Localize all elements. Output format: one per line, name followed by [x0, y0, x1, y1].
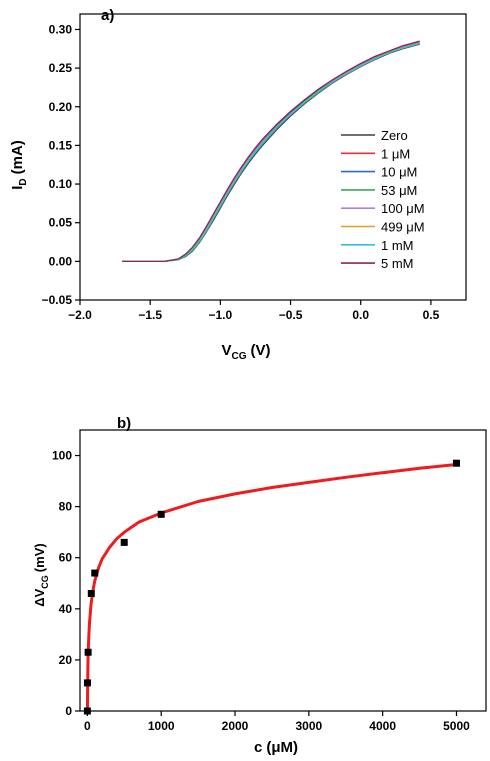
y-tick-label: 0.10 [49, 177, 73, 191]
x-tick-label: 0.0 [352, 308, 369, 322]
data-point [120, 538, 128, 546]
fit-curve [85, 463, 457, 712]
x-tick-label: 0.5 [423, 308, 440, 322]
series-line [122, 42, 420, 263]
y-tick-label: 0.05 [49, 216, 73, 230]
data-point [83, 679, 91, 687]
y-tick-label: 0.20 [49, 100, 73, 114]
panel-a-series [122, 40, 420, 263]
data-point [452, 459, 460, 467]
panel-b-chart: b) 0 1000 2000 3000 4000 5000 0 20 40 60 80 100 c(… [32, 415, 487, 756]
panel-b-frame [79, 429, 487, 712]
y-tick-label: 60 [59, 551, 73, 565]
y-tick-label: 40 [59, 602, 73, 616]
y-tick-label: 0.00 [49, 254, 73, 268]
x-tick-label: 3000 [295, 719, 322, 733]
x-tick-label: 0 [84, 719, 91, 733]
y-tick-label: 80 [59, 500, 73, 514]
series-line [122, 41, 420, 263]
legend-entry: 5 mM [381, 256, 414, 271]
legend-entry: 100 μM [381, 201, 425, 216]
x-tick-label: −1.5 [138, 308, 162, 322]
x-tick-label: 1000 [148, 719, 175, 733]
series-line [122, 42, 420, 263]
legend-entry: 1 mM [381, 238, 414, 253]
x-tick-label: −0.5 [279, 308, 303, 322]
legend-entry: Zero [381, 128, 408, 143]
y-tick-label: 0 [65, 704, 72, 718]
legend-entry: 499 μM [381, 220, 425, 235]
series-line [122, 41, 420, 263]
series-line [122, 43, 420, 263]
x-tick-label: −2.0 [68, 308, 92, 322]
data-point [157, 510, 165, 518]
panel-a-chart: a) −2.0 −1.5 −1.0 −0.5 0.0 0.5 −0.05 0.00 0.05 0… [9, 7, 467, 362]
panel-b-x-ticks: 0 1000 2000 3000 4000 5000 [84, 711, 470, 733]
data-point [91, 569, 99, 577]
data-point [83, 707, 91, 715]
panel-b-points [83, 459, 460, 715]
panel-a-plot-area [79, 13, 467, 301]
series-line [122, 42, 420, 263]
legend-entry: 10 μM [381, 165, 417, 180]
x-tick-label: −1.0 [209, 308, 233, 322]
panel-a-legend: Zero 1 μM 10 μM 53 μM 100 μM 499 μM 1 mM 5 mM [341, 128, 425, 271]
y-tick-label: 0.15 [49, 138, 73, 152]
panel-b-y-axis-title: ΔVCG(mV) [32, 543, 50, 606]
panel-a-y-axis-title: ID(mA) [9, 140, 29, 190]
data-point [87, 589, 95, 597]
legend-entry: 1 μM [381, 146, 410, 161]
panel-b-y-ticks: 0 20 40 60 80 100 [52, 449, 80, 718]
x-tick-label: 5000 [443, 719, 470, 733]
y-tick-label: −0.05 [42, 293, 73, 307]
panel-a-frame [79, 13, 467, 301]
panel-b-x-axis-title: c (μM) [254, 739, 298, 756]
series-line [122, 41, 420, 263]
y-tick-label: 100 [52, 449, 72, 463]
panel-b-label: b) [117, 415, 131, 432]
panel-a-x-ticks: −2.0 −1.5 −1.0 −0.5 0.0 0.5 [68, 300, 440, 322]
x-tick-label: 2000 [222, 719, 249, 733]
legend-entry: 53 μM [381, 183, 417, 198]
panel-b-fit [85, 463, 457, 712]
data-point [84, 648, 92, 656]
panel-a-x-axis-title: VCG (V) [221, 342, 270, 362]
panel-a-label: a) [101, 7, 114, 24]
y-tick-label: 0.30 [49, 22, 73, 36]
y-tick-label: 0.25 [49, 61, 73, 75]
panel-b-plot-area [79, 429, 487, 712]
x-tick-label: 4000 [369, 719, 396, 733]
y-tick-label: 20 [59, 653, 73, 667]
panel-a-y-ticks: −0.05 0.00 0.05 0.10 0.15 0.20 0.25 0.30 [42, 22, 80, 307]
series-line [122, 40, 420, 263]
